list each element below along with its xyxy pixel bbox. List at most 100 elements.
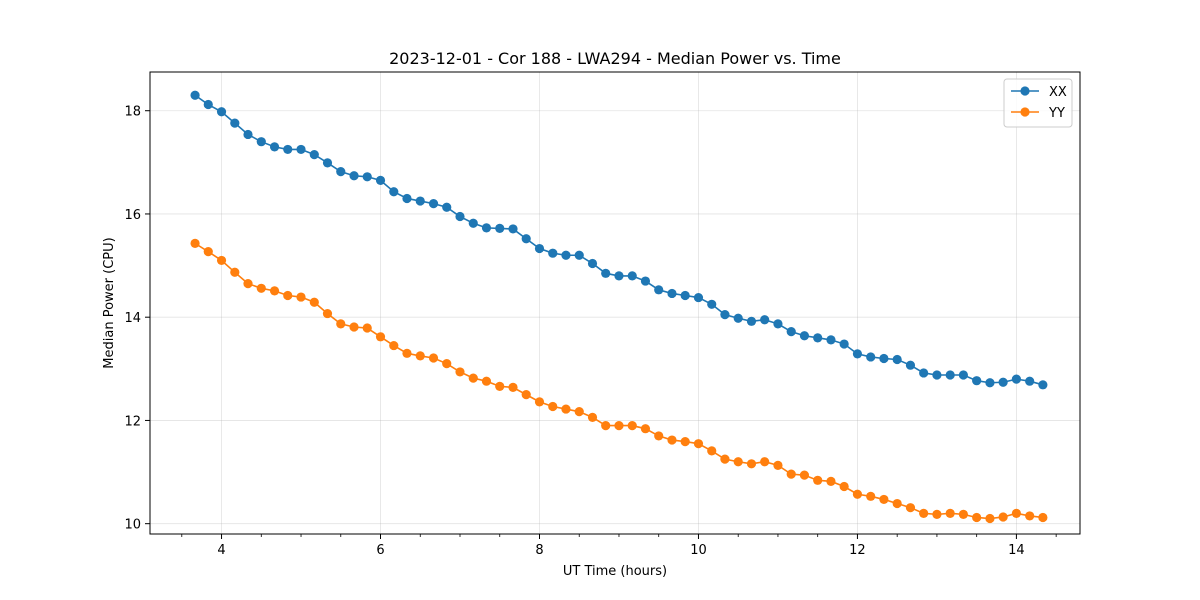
data-point-xx bbox=[760, 315, 770, 325]
data-point-yy bbox=[322, 308, 333, 319]
data-point-xx bbox=[905, 360, 916, 370]
data-point-xx bbox=[614, 271, 624, 281]
data-point-xx bbox=[627, 271, 637, 281]
data-point-yy bbox=[402, 348, 412, 358]
data-point-yy bbox=[521, 390, 531, 400]
data-point-yy bbox=[985, 513, 995, 524]
data-point-xx bbox=[707, 299, 717, 309]
data-point-xx bbox=[521, 234, 531, 244]
data-point-xx bbox=[587, 258, 598, 269]
data-point-xx bbox=[442, 202, 452, 212]
data-point-yy bbox=[296, 292, 306, 302]
data-point-yy bbox=[972, 512, 982, 523]
grid bbox=[150, 72, 1080, 534]
data-point-xx bbox=[786, 327, 796, 337]
data-point-yy bbox=[932, 509, 942, 519]
data-point-xx bbox=[985, 378, 995, 388]
data-point-xx bbox=[958, 370, 968, 380]
data-point-xx bbox=[667, 288, 677, 299]
data-point-yy bbox=[256, 283, 266, 293]
data-point-yy bbox=[601, 420, 611, 431]
data-point-yy bbox=[720, 454, 730, 464]
y-tick-label: 12 bbox=[124, 414, 141, 429]
data-point-yy bbox=[667, 435, 677, 445]
data-point-xx bbox=[773, 319, 783, 329]
data-point-yy bbox=[561, 404, 571, 414]
data-point-yy bbox=[587, 412, 598, 422]
data-point-xx bbox=[349, 171, 359, 181]
x-axis-label: UT Time (hours) bbox=[563, 564, 667, 579]
data-point-xx bbox=[574, 250, 584, 260]
y-axis-label: Median Power (CPU) bbox=[102, 237, 117, 368]
data-point-xx bbox=[654, 285, 664, 295]
data-point-xx bbox=[799, 331, 810, 341]
data-point-yy bbox=[455, 367, 465, 377]
data-point-yy bbox=[707, 446, 717, 456]
data-point-yy bbox=[839, 481, 849, 492]
data-point-yy bbox=[375, 332, 386, 342]
data-point-xx bbox=[375, 175, 386, 186]
data-point-xx bbox=[601, 268, 611, 278]
series-yy bbox=[190, 238, 1048, 524]
data-point-xx bbox=[362, 172, 372, 182]
data-point-xx bbox=[322, 158, 333, 168]
data-point-xx bbox=[296, 144, 306, 155]
data-point-yy bbox=[799, 470, 810, 480]
data-point-yy bbox=[945, 508, 955, 518]
data-point-yy bbox=[627, 420, 637, 431]
data-point-xx bbox=[640, 276, 651, 286]
data-point-yy bbox=[1011, 508, 1022, 518]
data-point-xx bbox=[309, 149, 319, 160]
data-point-yy bbox=[362, 323, 372, 333]
data-point-yy bbox=[958, 509, 968, 519]
data-point-yy bbox=[336, 319, 346, 329]
legend-marker-xx bbox=[1020, 86, 1030, 96]
legend: XX YY bbox=[1003, 78, 1073, 128]
data-point-yy bbox=[389, 340, 399, 351]
data-point-xx bbox=[733, 313, 743, 323]
data-point-xx bbox=[879, 353, 889, 364]
data-point-yy bbox=[481, 376, 492, 386]
data-point-yy bbox=[892, 498, 902, 509]
x-tick-label: 6 bbox=[376, 543, 384, 558]
data-point-yy bbox=[654, 431, 664, 441]
data-point-xx bbox=[998, 377, 1008, 387]
data-point-yy bbox=[905, 503, 916, 513]
data-point-yy bbox=[680, 437, 690, 447]
data-point-xx bbox=[468, 218, 478, 228]
data-point-yy bbox=[733, 457, 743, 467]
data-point-xx bbox=[972, 376, 982, 386]
data-point-xx bbox=[269, 142, 280, 152]
data-point-xx bbox=[283, 144, 293, 155]
data-point-xx bbox=[203, 99, 213, 110]
legend-marker-yy bbox=[1020, 107, 1030, 117]
legend-label-yy: YY bbox=[1048, 106, 1065, 121]
data-point-yy bbox=[508, 382, 518, 392]
data-point-xx bbox=[415, 196, 425, 206]
data-point-xx bbox=[813, 333, 823, 343]
data-point-yy bbox=[349, 322, 359, 332]
data-point-xx bbox=[495, 223, 505, 234]
data-point-yy bbox=[1038, 512, 1048, 523]
x-tick-label: 4 bbox=[217, 543, 225, 558]
axes-frame bbox=[149, 71, 1081, 535]
data-point-xx bbox=[534, 243, 545, 254]
data-point-xx bbox=[693, 292, 704, 303]
data-point-yy bbox=[216, 255, 227, 266]
data-point-xx bbox=[428, 199, 439, 209]
data-point-xx bbox=[548, 248, 558, 258]
data-point-yy bbox=[1025, 511, 1035, 521]
data-point-yy bbox=[746, 459, 757, 469]
x-axis: 4 6 8 10 12 14 bbox=[181, 534, 1057, 558]
y-tick-label: 16 bbox=[124, 208, 141, 223]
data-point-xx bbox=[389, 187, 399, 197]
data-point-yy bbox=[495, 381, 505, 391]
data-point-yy bbox=[813, 475, 823, 485]
data-point-yy bbox=[693, 439, 704, 449]
data-point-xx bbox=[455, 211, 465, 222]
data-point-yy bbox=[534, 397, 545, 407]
data-point-xx bbox=[919, 368, 929, 378]
data-point-yy bbox=[428, 353, 439, 363]
